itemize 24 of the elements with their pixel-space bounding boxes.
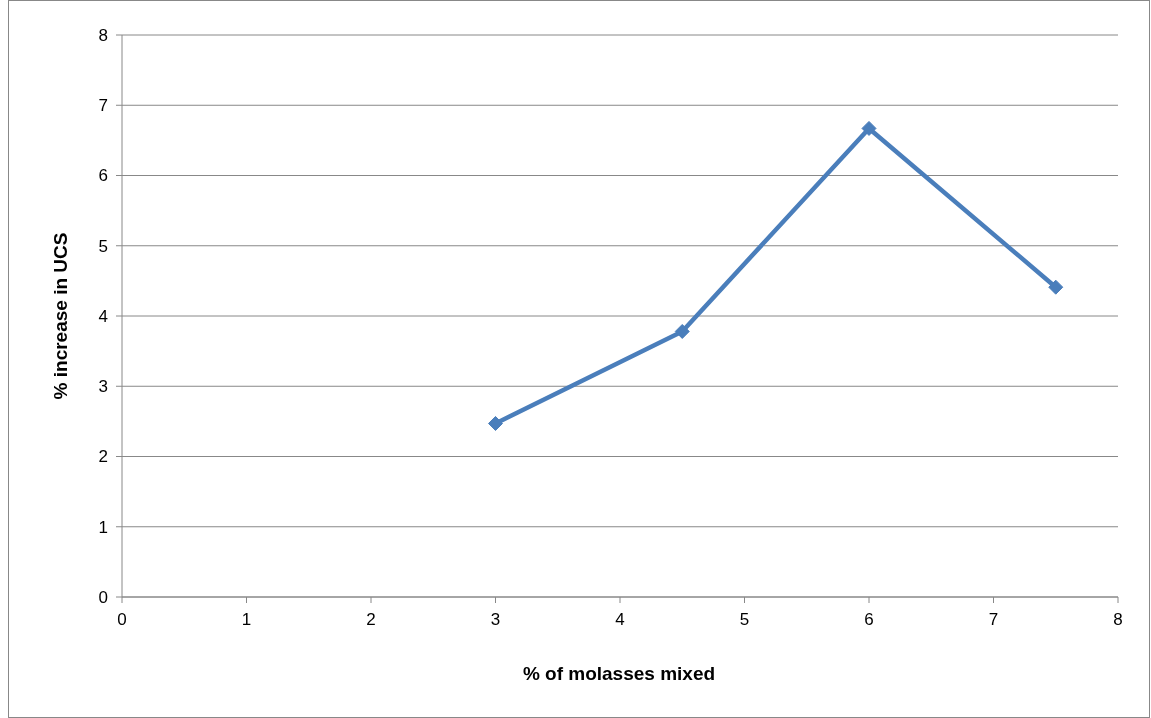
x-tick-label: 3 — [490, 610, 501, 629]
point — [861, 120, 877, 136]
x-tick-label: 7 — [988, 610, 999, 629]
y-tick-label: 4 — [98, 306, 108, 326]
x-tick-label: 0 — [117, 610, 127, 629]
y-tick-label: 6 — [98, 166, 108, 186]
y-tick-label: 3 — [98, 377, 108, 397]
x-tick-label: 5 — [739, 610, 750, 629]
x-tick-label: 4 — [615, 610, 625, 629]
x-tick-label: 6 — [864, 610, 874, 629]
y-tick-label: 8 — [98, 25, 108, 45]
y-tick-label: 2 — [98, 447, 108, 467]
y-tick-label: 1 — [98, 517, 108, 537]
x-tick-label: 2 — [366, 610, 376, 629]
point — [674, 323, 690, 339]
x-axis-title: % of molasses mixed — [522, 663, 716, 684]
point — [488, 415, 503, 431]
x-tick-label: 8 — [1113, 610, 1123, 629]
y-axis-title: % increase in UCS — [50, 232, 71, 400]
point — [1048, 279, 1064, 295]
y-tick-label: 5 — [98, 236, 108, 256]
y-tick-label: 7 — [98, 96, 108, 116]
x-tick-label: 1 — [241, 610, 252, 629]
y-tick-label: 0 — [98, 587, 108, 607]
